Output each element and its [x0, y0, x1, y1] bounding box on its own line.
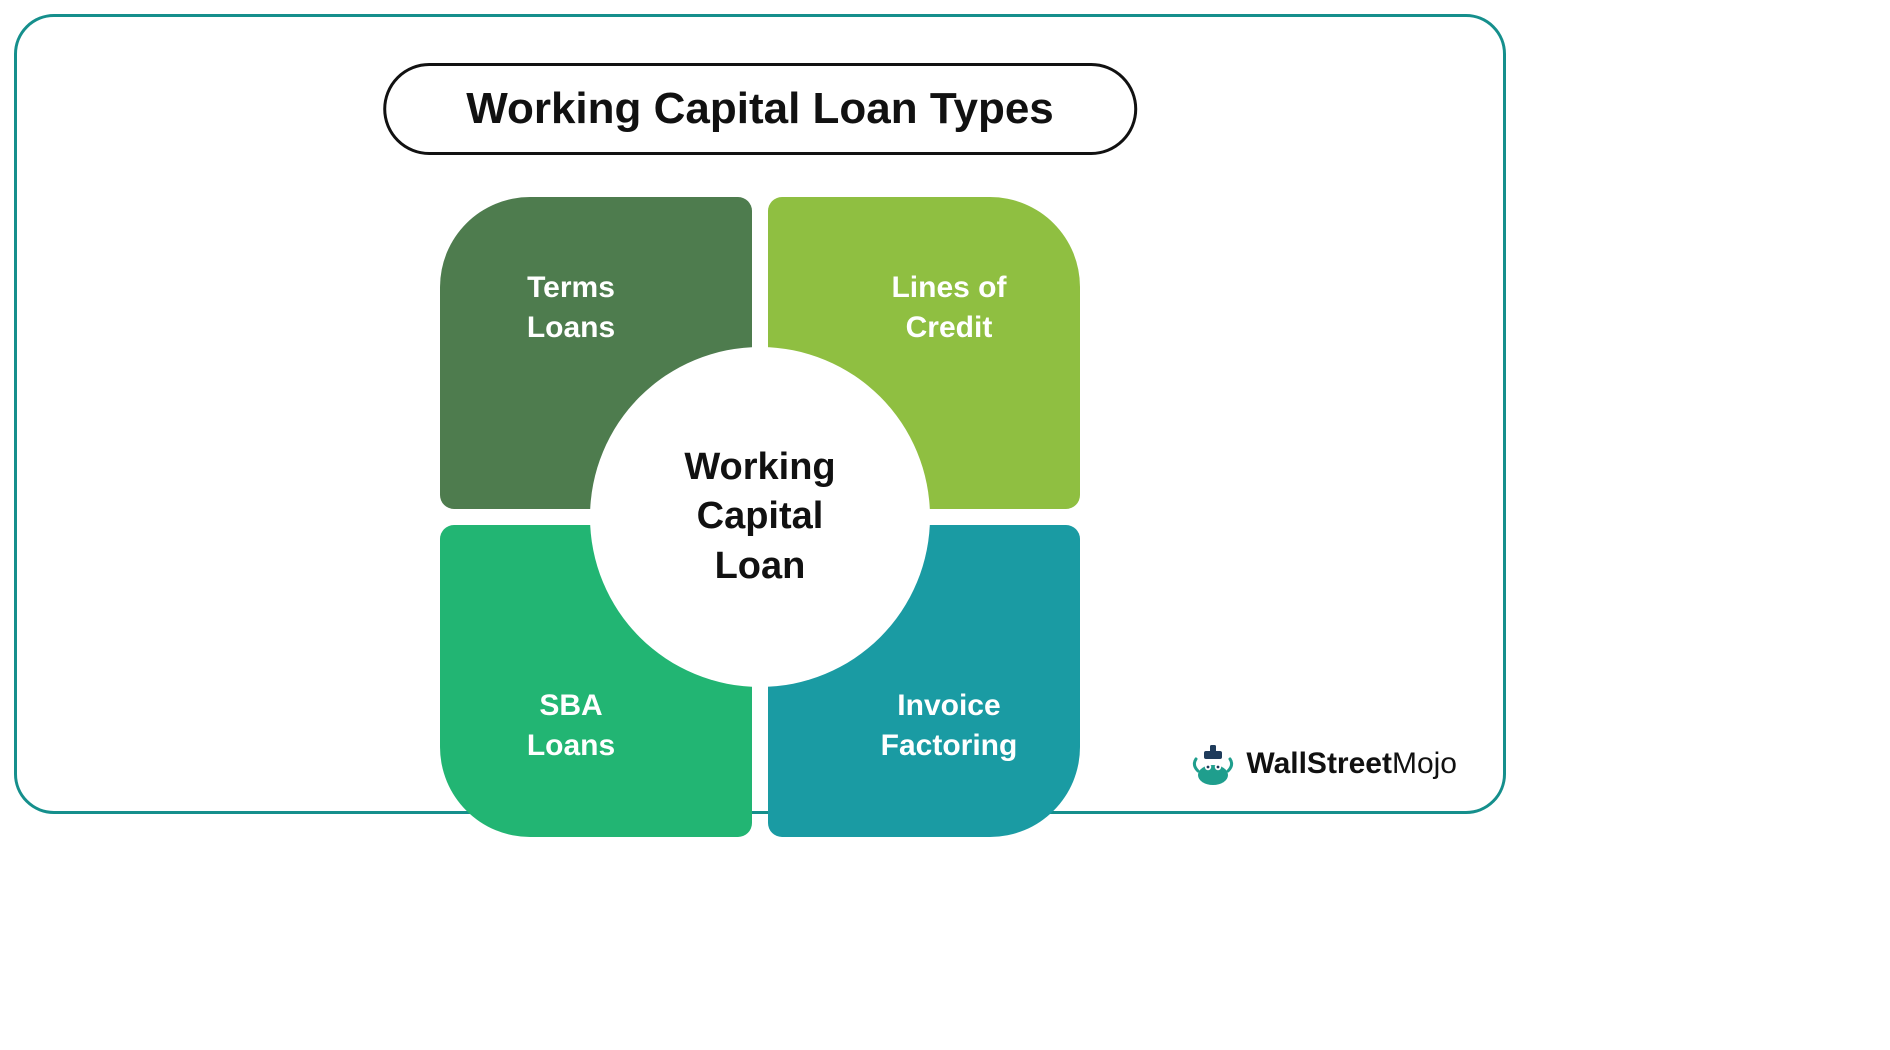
quadrant-label-line: Loans	[527, 726, 615, 767]
quadrant-label-line: Terms	[527, 268, 615, 309]
loan-types-diagram: Terms Loans Lines of Credit SBA Loans In…	[440, 197, 1080, 837]
quadrant-label-line: Factoring	[881, 726, 1018, 767]
center-hub: Working Capital Loan	[590, 347, 930, 687]
quadrant-label-line: Credit	[891, 308, 1006, 349]
brand-text: WallStreetMojo	[1246, 747, 1457, 781]
brand-bold: WallStreet	[1246, 747, 1392, 780]
quadrant-label-line: SBA	[527, 686, 615, 727]
quadrant-label-line: Lines of	[891, 268, 1006, 309]
brand-light: Mojo	[1392, 747, 1457, 780]
infographic-frame: Working Capital Loan Types Terms Loans L…	[14, 14, 1506, 814]
quadrant-label-line: Loans	[527, 308, 615, 349]
center-label-line: Capital	[684, 492, 835, 541]
quadrant-label-line: Invoice	[881, 686, 1018, 727]
center-label-line: Working	[684, 443, 835, 492]
center-label-line: Loan	[684, 542, 835, 591]
mascot-icon	[1190, 741, 1236, 787]
title-pill: Working Capital Loan Types	[383, 63, 1137, 155]
page-title: Working Capital Loan Types	[466, 84, 1054, 133]
brand-logo: WallStreetMojo	[1190, 741, 1457, 787]
